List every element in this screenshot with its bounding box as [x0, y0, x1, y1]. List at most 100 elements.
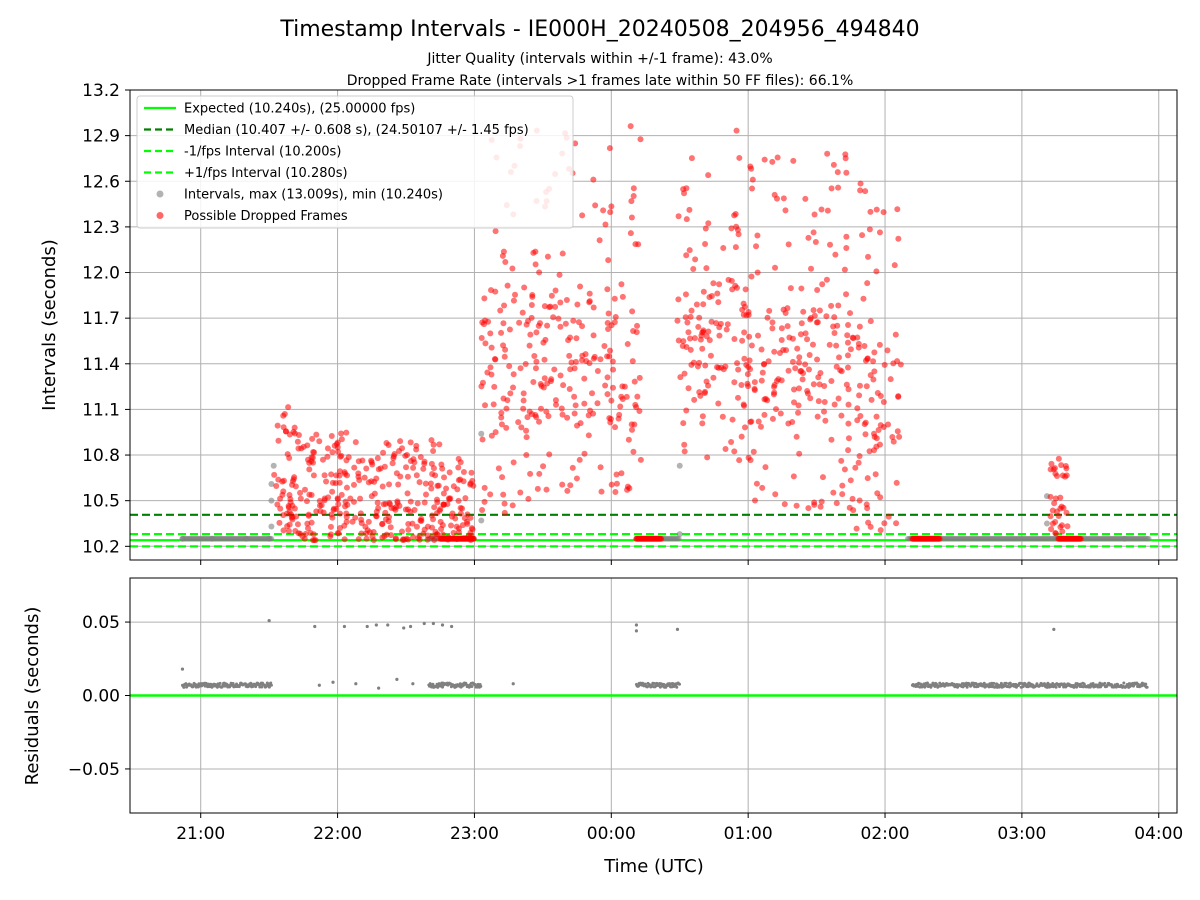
- dropped-frame-point: [796, 450, 803, 457]
- dropped-frame-point: [687, 346, 694, 353]
- dropped-frame-point: [702, 240, 709, 247]
- dropped-frame-point: [874, 490, 881, 497]
- dropped-frame-point: [582, 351, 589, 358]
- dropped-frame-point: [741, 303, 748, 310]
- dropped-frame-point: [488, 344, 495, 351]
- residual-point: [678, 682, 682, 686]
- dropped-frame-point: [373, 513, 380, 520]
- dropped-frame-point: [757, 423, 764, 430]
- dropped-frame-point: [758, 377, 765, 384]
- dropped-frame-point: [710, 280, 717, 287]
- legend: Expected (10.240s), (25.00000 fps) Median…: [136, 95, 574, 229]
- dropped-frame-point: [392, 536, 399, 543]
- dropped-frame-point: [1055, 455, 1062, 462]
- interval-point: [209, 535, 216, 542]
- dropped-frame-point: [570, 317, 577, 324]
- dropped-frame-point: [586, 290, 593, 297]
- dropped-frame-point: [871, 433, 878, 440]
- dropped-frame-point: [546, 451, 553, 458]
- dropped-frame-point: [855, 340, 862, 347]
- dropped-frame-point: [579, 323, 586, 330]
- dropped-frame-point: [540, 339, 547, 346]
- dropped-frame-point: [590, 304, 597, 311]
- dropped-frame-point: [785, 367, 792, 374]
- dropped-frame-point: [342, 470, 349, 477]
- dropped-frame-point: [585, 432, 592, 439]
- dropped-frame-point: [887, 376, 894, 383]
- dropped-frame-point: [609, 358, 616, 365]
- dropped-frame-point: [702, 388, 709, 395]
- dropped-frame-point: [520, 390, 527, 397]
- dropped-frame-point: [418, 517, 425, 524]
- dropped-frame-point: [1077, 535, 1084, 542]
- residual-point: [408, 624, 413, 629]
- dropped-frame-point: [428, 437, 435, 444]
- dropped-frame-point: [844, 352, 851, 359]
- dropped-frame-point: [844, 364, 851, 371]
- dropped-frame-point: [433, 496, 440, 503]
- dropped-frame-point: [455, 497, 462, 504]
- dropped-frame-point: [705, 382, 712, 389]
- dropped-frame-point: [823, 313, 830, 320]
- dropped-frame-point: [293, 513, 300, 520]
- dropped-frame-point: [692, 256, 699, 263]
- dropped-frame-point: [716, 281, 723, 288]
- dropped-frame-point: [893, 520, 900, 527]
- dropped-frame-point: [885, 513, 892, 520]
- dropped-frame-point: [284, 523, 291, 530]
- dropped-frame-point: [897, 361, 904, 368]
- dropped-frame-point: [793, 502, 800, 509]
- dropped-frame-point: [532, 261, 539, 268]
- dropped-frame-point: [861, 421, 868, 428]
- dropped-frame-point: [746, 333, 753, 340]
- legend-label: Expected (10.240s), (25.00000 fps): [184, 102, 415, 117]
- residual-point: [450, 624, 454, 629]
- intervals-scatter: [179, 123, 1152, 544]
- dropped-frame-point: [633, 329, 640, 336]
- dropped-frame-point: [349, 518, 356, 525]
- residual-point: [269, 683, 273, 687]
- residuals-y-axis-label: Residuals (seconds): [22, 607, 43, 786]
- dropped-frame-point: [741, 424, 748, 431]
- dropped-frame-point: [782, 309, 789, 316]
- dropped-frame-point: [590, 410, 597, 417]
- dropped-frame-point: [624, 486, 631, 493]
- dropped-frame-point: [479, 507, 486, 514]
- dropped-frame-point: [552, 303, 559, 310]
- dropped-frame-point: [509, 502, 516, 509]
- residual-point: [395, 677, 399, 681]
- residual-point: [1144, 682, 1148, 686]
- dropped-frame-point: [613, 471, 620, 478]
- dropped-frame-point: [544, 253, 551, 260]
- dropped-frame-point: [497, 307, 504, 314]
- dropped-frame-point: [487, 364, 494, 371]
- dropped-frame-point: [857, 180, 864, 187]
- dropped-frame-point: [828, 302, 835, 309]
- dropped-frame-point: [303, 498, 310, 505]
- dropped-frame-point: [608, 322, 615, 329]
- dropped-frame-point: [707, 352, 714, 359]
- x-tick-label: 22:00: [313, 824, 362, 844]
- dropped-frame-point: [728, 438, 735, 445]
- dropped-frame-point: [455, 529, 462, 536]
- dropped-frame-point: [894, 428, 901, 435]
- dropped-frame-point: [857, 412, 864, 419]
- dropped-frame-point: [870, 376, 877, 383]
- dropped-frame-point: [790, 157, 797, 164]
- dropped-frame-point: [363, 530, 370, 537]
- dropped-frame-point: [880, 399, 887, 406]
- dropped-frame-point: [540, 384, 547, 391]
- dropped-frame-point: [807, 395, 814, 402]
- dropped-frame-point: [563, 296, 570, 303]
- dropped-frame-point: [732, 244, 739, 251]
- dropped-frame-point: [674, 317, 681, 324]
- residual-point: [1145, 685, 1149, 689]
- x-tick-label: 01:00: [724, 824, 773, 844]
- dropped-frame-point: [601, 342, 608, 349]
- dropped-frame-point: [658, 535, 665, 542]
- dropped-frame-point: [735, 231, 742, 238]
- dropped-frame-point: [540, 463, 547, 470]
- dropped-frame-point: [600, 207, 607, 214]
- dropped-frame-point: [329, 514, 336, 521]
- dropped-frame-point: [443, 485, 450, 492]
